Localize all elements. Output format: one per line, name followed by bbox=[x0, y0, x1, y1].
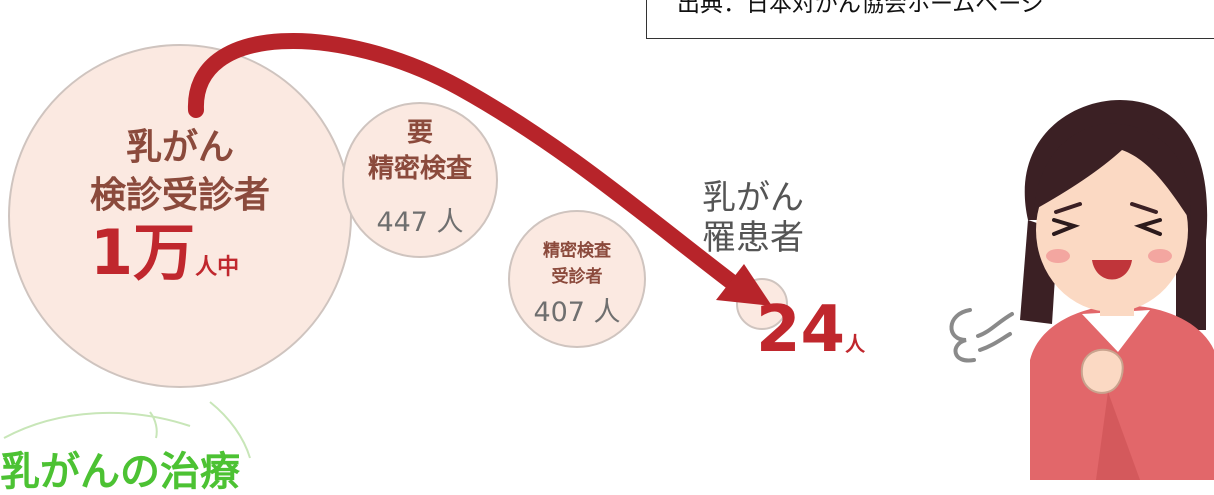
screened-label-line1: 乳がん bbox=[125, 127, 234, 168]
screened-label-line2: 検診受診者 bbox=[89, 175, 270, 216]
flow-arrow bbox=[187, 33, 772, 306]
source-caption: 出典：日本対がん協会ホームページ bbox=[677, 0, 1044, 17]
screened-number-value: 1万 bbox=[90, 216, 196, 289]
exam-taken-line2: 受診者 bbox=[551, 267, 603, 287]
patients-number-unit: 人 bbox=[845, 332, 866, 356]
sigh-breath-icon bbox=[949, 308, 1014, 363]
screened-circle bbox=[8, 44, 352, 388]
section-heading: 乳がんの治療 bbox=[0, 449, 240, 495]
needs-exam-line2: 精密検査 bbox=[367, 154, 472, 184]
screened-number-unit: 人中 bbox=[195, 255, 240, 280]
patients-label-line2: 罹患者 bbox=[702, 218, 804, 258]
needs-exam-circle bbox=[342, 102, 498, 258]
exam-taken-count: 407 人 bbox=[533, 297, 621, 328]
patients-number-value: 24 bbox=[756, 293, 846, 367]
source-box: 出典：日本対がん協会ホームページ bbox=[646, 0, 1214, 39]
patients-number: 24人 bbox=[756, 298, 865, 362]
relieved-woman-illustration bbox=[1020, 100, 1214, 480]
screened-number: 1万人中 bbox=[90, 222, 239, 284]
exam-taken-circle bbox=[508, 210, 646, 348]
leaf-decoration bbox=[3, 401, 251, 459]
needs-exam-line1: 要 bbox=[406, 118, 433, 148]
patients-label-line1: 乳がん bbox=[702, 178, 804, 218]
needs-exam-count: 447 人 bbox=[376, 207, 464, 238]
exam-taken-line1: 精密検査 bbox=[543, 241, 611, 261]
